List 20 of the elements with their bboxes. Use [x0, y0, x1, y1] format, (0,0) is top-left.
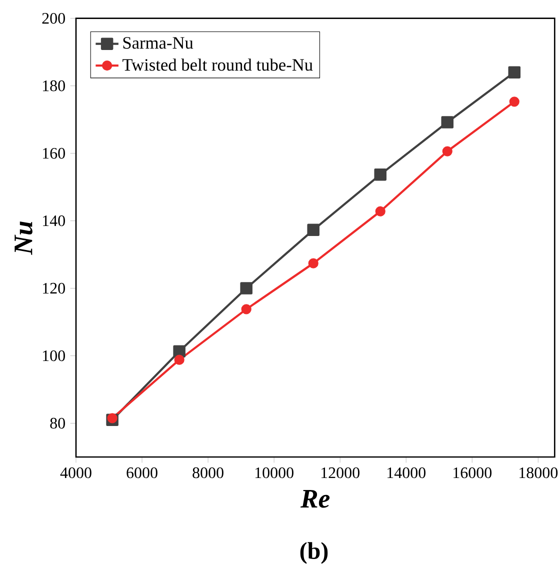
legend-label: Sarma-Nu	[123, 37, 194, 49]
text: (b)	[300, 542, 328, 564]
y-tick-label: 140	[42, 215, 65, 226]
x-tick-label: 16000	[454, 467, 492, 478]
y-axis-title: Nu	[14, 222, 32, 255]
y-tick-label: 120	[42, 282, 65, 294]
x-tick-label: 10000	[255, 467, 294, 478]
x-tick-label: 6000	[126, 467, 158, 478]
legend-label: Twisted belt round tube-Nu	[122, 58, 313, 71]
x-tick-label: 18000	[520, 467, 558, 478]
y-tick-label: 200	[42, 12, 65, 24]
x-axis-title: Re	[300, 490, 330, 508]
y-tick-label: 80	[50, 418, 65, 429]
x-tick-label: 8000	[192, 467, 224, 478]
x-tick-label: 12000	[321, 467, 360, 478]
x-tick-label: 14000	[388, 467, 426, 478]
y-tick-label: 180	[42, 80, 65, 92]
x-tick-label: 4000	[60, 467, 92, 478]
y-tick-label: 100	[42, 350, 65, 362]
y-tick-label: 160	[42, 148, 65, 159]
